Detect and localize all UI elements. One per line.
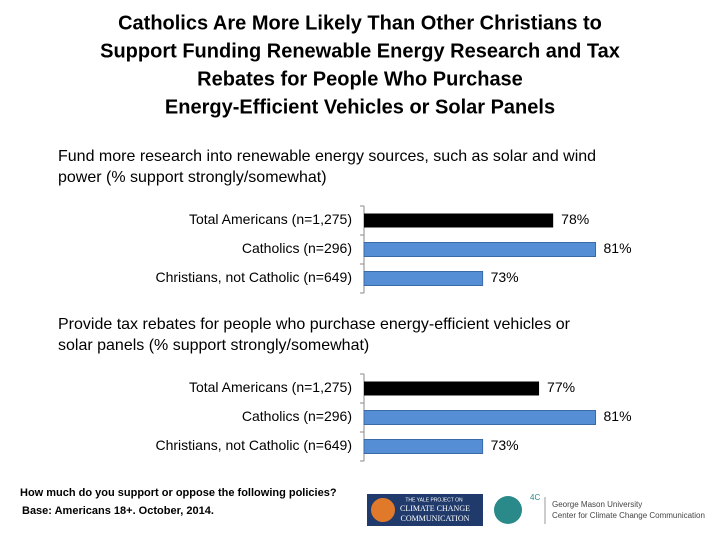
bar [363, 242, 597, 257]
logo-text: George Mason University [552, 500, 642, 509]
logo-text: CLIMATE CHANGE [400, 504, 470, 513]
logo-text: Center for Climate Change Communication [552, 511, 705, 520]
value-label: 81% [604, 240, 632, 256]
logo-yale: THE YALE PROJECT ON CLIMATE CHANGE COMMU… [367, 494, 483, 526]
category-label: Total Americans (n=1,275) [189, 211, 352, 227]
chart-subtitle: power (% support strongly/somewhat) [58, 169, 327, 186]
footnote: How much do you support or oppose the fo… [20, 487, 337, 499]
chart-subtitle: solar panels (% support strongly/somewha… [58, 337, 369, 354]
bar [363, 271, 484, 286]
value-label: 73% [491, 269, 519, 285]
chart-subtitle: Fund more research into renewable energy… [58, 148, 596, 165]
category-label: Christians, not Catholic (n=649) [156, 269, 353, 285]
logo-text: 4C [530, 493, 540, 502]
bar [364, 213, 554, 228]
chart-subtitle: Provide tax rebates for people who purch… [58, 316, 571, 333]
footnote: Base: Americans 18+. October, 2014. [22, 505, 214, 517]
category-label: Catholics (n=296) [242, 408, 352, 424]
category-label: Christians, not Catholic (n=649) [156, 437, 353, 453]
value-label: 78% [561, 211, 589, 227]
slide-title: Rebates for People Who Purchase [197, 68, 523, 90]
logo-circle [494, 496, 522, 524]
slide-title: Support Funding Renewable Energy Researc… [100, 40, 620, 62]
logo-4c: 4C George Mason University Center for Cl… [494, 493, 705, 524]
logo-text: THE YALE PROJECT ON [405, 497, 463, 503]
category-label: Catholics (n=296) [242, 240, 352, 256]
slide-title: Energy-Efficient Vehicles or Solar Panel… [165, 96, 555, 118]
value-label: 81% [604, 408, 632, 424]
value-label: 73% [491, 437, 519, 453]
logo-globe [371, 498, 395, 522]
slide-title: Catholics Are More Likely Than Other Chr… [118, 12, 602, 34]
bar [363, 410, 597, 425]
logo-text: COMMUNICATION [401, 514, 470, 523]
bar [364, 381, 540, 396]
category-label: Total Americans (n=1,275) [189, 379, 352, 395]
value-label: 77% [547, 379, 575, 395]
bar [363, 439, 484, 454]
